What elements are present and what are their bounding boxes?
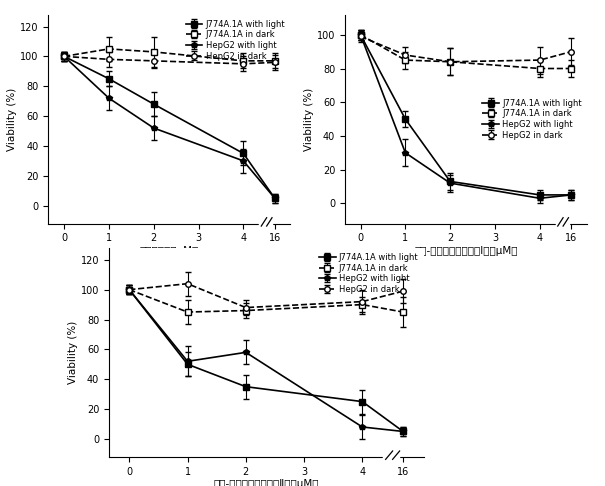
Y-axis label: Viability (%): Viability (%) — [304, 87, 314, 151]
X-axis label: 酵青-海藻酸钓偶联物（Ⅱ）（μM）: 酵青-海藻酸钓偶联物（Ⅱ）（μM） — [214, 479, 319, 486]
Legend: J774A.1A with light, J774A.1A in dark, HepG2 with light, HepG2 in dark: J774A.1A with light, J774A.1A in dark, H… — [316, 249, 422, 297]
X-axis label: 酵青-海藻酸钓偶联物（Ⅰ）（μM）: 酵青-海藻酸钓偶联物（Ⅰ）（μM） — [414, 246, 518, 256]
Legend: J774A.1A with light, J774A.1A in dark, HepG2 with light, HepG2 in dark: J774A.1A with light, J774A.1A in dark, H… — [183, 16, 289, 64]
Legend: J774A.1A with light, J774A.1A in dark, HepG2 with light, HepG2 in dark: J774A.1A with light, J774A.1A in dark, H… — [479, 95, 585, 143]
Y-axis label: Viability (%): Viability (%) — [68, 321, 78, 384]
Y-axis label: Viability (%): Viability (%) — [7, 87, 18, 151]
X-axis label: 酵苹化合物（μM）: 酵苹化合物（μM） — [140, 246, 199, 256]
